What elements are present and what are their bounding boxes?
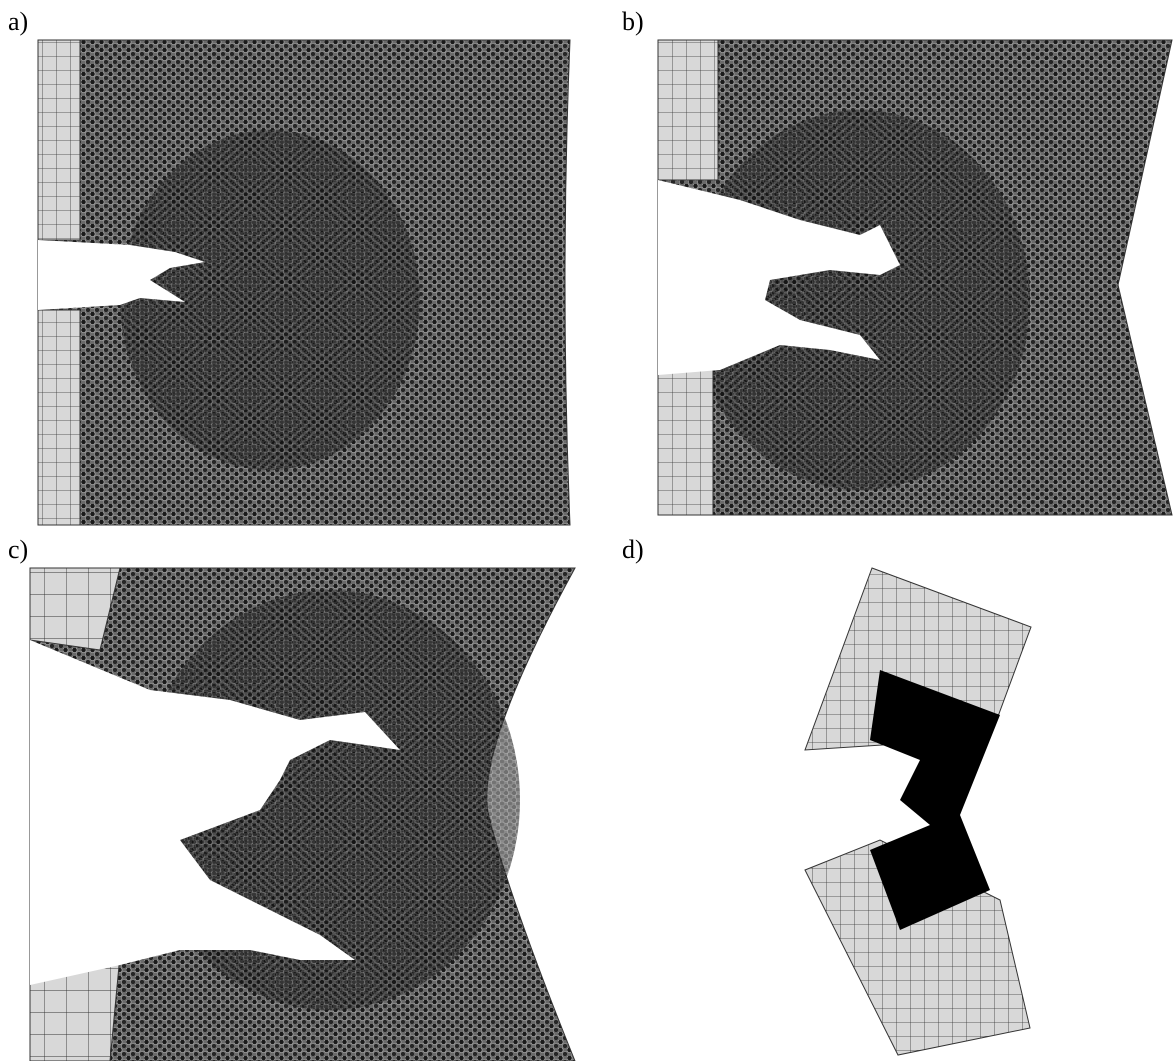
panel-a	[38, 40, 570, 525]
panel-label: d)	[622, 535, 644, 564]
figure: a) b) c) d)	[0, 0, 1174, 1061]
continuum-mesh	[658, 40, 718, 180]
panel-label: b)	[622, 7, 644, 36]
panel-c	[30, 568, 575, 1061]
panel-d	[805, 568, 1031, 1055]
panel-b	[658, 40, 1172, 515]
continuum-mesh	[658, 370, 713, 515]
panel-label: a)	[8, 7, 28, 36]
continuum-mesh	[38, 40, 80, 240]
panel-label: c)	[8, 535, 28, 564]
page: a) b) c) d) (() => { const data = JSON.p…	[0, 0, 1174, 1061]
atomistic-core	[870, 670, 1000, 930]
continuum-mesh	[38, 310, 80, 525]
